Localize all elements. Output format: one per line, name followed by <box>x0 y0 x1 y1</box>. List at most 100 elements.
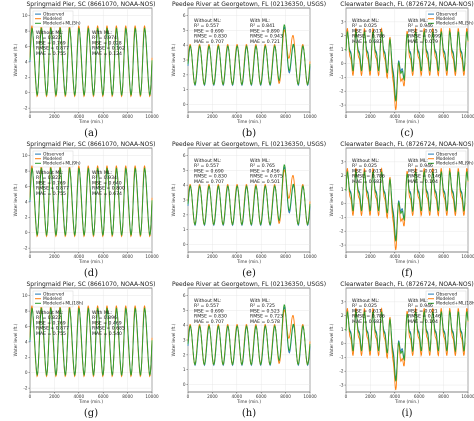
stats-line: MAE = 0.124 <box>92 51 122 57</box>
stats-line: R² = 0.896 <box>92 315 117 321</box>
y-axis-label: Water level (ft.) <box>329 183 334 216</box>
x-tick-label: 0 <box>187 114 190 119</box>
x-tick-label: 4000 <box>73 114 84 119</box>
modeled-ml-line <box>29 307 153 377</box>
stats-line: RMSE = 0.146 <box>408 314 441 320</box>
y-tick-label: 3 <box>341 299 344 304</box>
x-tick-label: 6000 <box>256 394 267 399</box>
x-tick-label: 2000 <box>365 394 376 399</box>
stats-heading: Without ML: <box>194 298 222 304</box>
stats-line: MSE = 0.890 <box>250 28 280 34</box>
stats-heading: Without ML: <box>36 30 64 36</box>
legend-box <box>425 150 467 168</box>
y-tick-label: 4 <box>25 339 28 344</box>
y-axis-label: Water level (ft.) <box>171 43 176 76</box>
x-tick-label: 8000 <box>438 254 449 259</box>
legend-entry: Observed <box>436 151 457 157</box>
y-tick-label: 3 <box>183 197 186 202</box>
stats-line: MAE = 0.755 <box>36 191 66 197</box>
legend-box <box>425 10 467 28</box>
x-tick-label: 0 <box>345 394 348 399</box>
stats-line: RMSE = 0.786 <box>352 314 385 320</box>
stats-line: R² = 0.822 <box>36 35 61 41</box>
stats-line: MSE = 0.015 <box>408 28 438 34</box>
stats-line: R² = 0.841 <box>250 23 275 29</box>
y-tick-label: 0 <box>183 382 186 387</box>
legend-entry: Observed <box>43 151 64 157</box>
stats-line: RMSE = 0.685 <box>92 326 125 332</box>
stats-line: MAE = 0.683 <box>352 179 382 185</box>
stats-line: MSE = 0.617 <box>352 168 382 174</box>
y-tick-label: 2 <box>341 173 344 178</box>
stats-line: R² = 0.946 <box>408 163 433 169</box>
x-tick-label: 2000 <box>365 254 376 259</box>
stats-line: RMSE = 0.786 <box>352 174 385 180</box>
stats-line: RMSE = 0.877 <box>36 326 69 332</box>
stats-line: MAE = 0.707 <box>194 39 224 45</box>
chart-title: Springmaid Pier, SC (8661070, NOAA-NOS) <box>26 281 155 288</box>
stats-line: R² = 0.946 <box>408 23 433 29</box>
modeled-ml-line <box>29 27 153 97</box>
y-tick-label: 6 <box>183 153 186 158</box>
legend-entry: Modeled+ML(5h) <box>43 21 81 27</box>
x-tick-label: 8000 <box>122 394 133 399</box>
x-tick-label: 8000 <box>122 114 133 119</box>
x-tick-label: 10000 <box>461 254 474 259</box>
x-tick-label: 10000 <box>303 254 317 259</box>
legend-entry: Modeled+ML(9h) <box>43 161 81 167</box>
x-tick-label: 0 <box>29 114 32 119</box>
stats-line: MSE = 0.690 <box>194 28 224 34</box>
y-tick-label: -2 <box>339 229 344 234</box>
legend-entry: Modeled+ML(9h) <box>436 161 474 167</box>
stats-heading: Without ML: <box>352 158 380 164</box>
x-tick-label: 4000 <box>389 114 400 119</box>
stats-line: MAE = 0.104 <box>408 179 438 185</box>
y-tick-label: 2 <box>183 212 186 217</box>
stats-line: MAE = 0.721 <box>250 39 280 45</box>
chart-panel: Clearwater Beach, FL (8726724, NOAA-NOS)… <box>329 1 474 139</box>
stats-line: MAE = 0.674 <box>92 191 122 197</box>
x-tick-label: 6000 <box>256 114 267 119</box>
x-tick-label: 4000 <box>389 394 400 399</box>
stats-line: MSE = 0.617 <box>352 308 382 314</box>
y-axis-label: Water level (ft.) <box>13 323 18 356</box>
x-axis-label: Time (min.) <box>78 259 103 264</box>
legend-entry: Modeled <box>436 296 455 302</box>
stats-heading: Without ML: <box>194 18 222 24</box>
x-axis-label: Time (min.) <box>78 399 103 404</box>
legend-entry: Observed <box>436 291 457 297</box>
y-tick-label: 3 <box>183 57 186 62</box>
chart-title: Clearwater Beach, FL (8726724, NOAA-NOS) <box>340 141 474 148</box>
y-tick-label: 10 <box>22 153 28 158</box>
x-tick-label: 2000 <box>365 114 376 119</box>
y-tick-label: 1 <box>341 327 344 332</box>
x-tick-label: 0 <box>29 394 32 399</box>
stats-line: MAE = 0.755 <box>36 51 66 57</box>
stats-line: RMSE = 0.830 <box>194 34 227 40</box>
x-tick-label: 8000 <box>280 114 291 119</box>
stats-line: MSE = 0.690 <box>194 308 224 314</box>
modeled-ml-line <box>187 304 311 366</box>
stats-line: R² = 0.934 <box>92 175 117 181</box>
y-tick-label: 2 <box>183 352 186 357</box>
stats-heading: With ML: <box>92 310 112 316</box>
stats-heading: Without ML: <box>352 18 380 24</box>
y-tick-label: -1 <box>339 215 344 220</box>
y-tick-label: 6 <box>25 324 28 329</box>
chart-panel: Clearwater Beach, FL (8726724, NOAA-NOS)… <box>329 281 474 419</box>
stats-line: MAE = 0.079 <box>408 39 438 45</box>
panel-caption: (g) <box>84 408 98 419</box>
stats-heading: Without ML: <box>36 310 64 316</box>
stats-heading: With ML: <box>408 158 428 164</box>
x-tick-label: 10000 <box>303 394 317 399</box>
stats-heading: With ML: <box>92 30 112 36</box>
x-axis-label: Time (min.) <box>236 119 261 124</box>
modeled-ml-line <box>345 29 469 102</box>
x-tick-label: 4000 <box>231 254 242 259</box>
chart-panel: Peedee River at Georgetown, FL (02136350… <box>171 281 326 419</box>
stats-line: MSE = 0.523 <box>250 308 280 314</box>
y-tick-label: -3 <box>339 242 344 247</box>
x-tick-label: 10000 <box>145 254 159 259</box>
y-tick-label: 8 <box>25 309 28 314</box>
y-tick-label: 0 <box>25 230 28 235</box>
